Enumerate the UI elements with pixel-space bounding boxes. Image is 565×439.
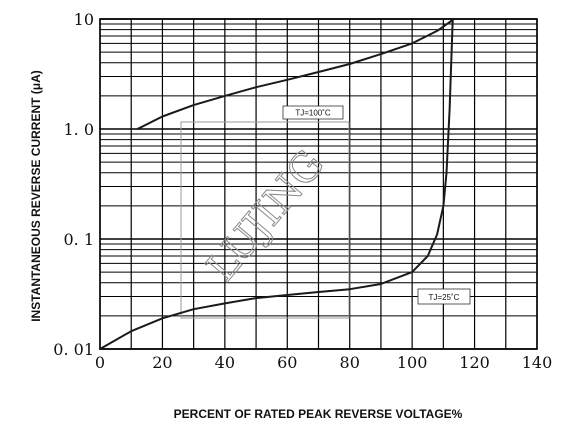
x-tick-label: 20 (152, 353, 172, 372)
annotation-box-tj25 (417, 288, 471, 305)
x-tick-label: 140 (522, 353, 553, 372)
series-line-tj100 (136, 19, 454, 130)
series-group (99, 19, 454, 350)
x-tick-label: 0 (95, 353, 105, 372)
annotations: TJ=100˚C TJ=25˚C (282, 105, 471, 305)
plot-frame (99, 18, 538, 350)
annotation-tj25: TJ=25˚C (429, 293, 460, 302)
y-tick-label: 10 (74, 10, 94, 29)
x-tick-label: 60 (277, 353, 297, 372)
tick-labels: 0 20 40 60 80 100 120 140 10 1. 0 0. 1 0. 01 (53, 10, 552, 372)
grid (99, 18, 538, 350)
x-tick-label: 120 (459, 353, 490, 372)
y-axis-label: INSTANTANEOUS REVERSE CURRENT (μA) (29, 70, 43, 322)
watermark-frame (180, 121, 350, 319)
x-axis-label: PERCENT OF RATED PEAK REVERSE VOLTAGE% (174, 407, 463, 421)
annotation-box-tj100 (282, 105, 344, 120)
y-tick-label: 0. 1 (63, 230, 94, 249)
annotation-tj100: TJ=100˚C (295, 109, 331, 118)
x-tick-label: 100 (397, 353, 428, 372)
series-line-tj25 (99, 19, 454, 350)
x-tick-label: 80 (340, 353, 360, 372)
x-tick-label: 40 (215, 353, 235, 372)
y-tick-label: 0. 01 (53, 340, 94, 359)
watermark-group: LUJING (180, 121, 350, 319)
y-tick-label: 1. 0 (63, 120, 94, 139)
watermark-text: LUJING (198, 142, 333, 291)
